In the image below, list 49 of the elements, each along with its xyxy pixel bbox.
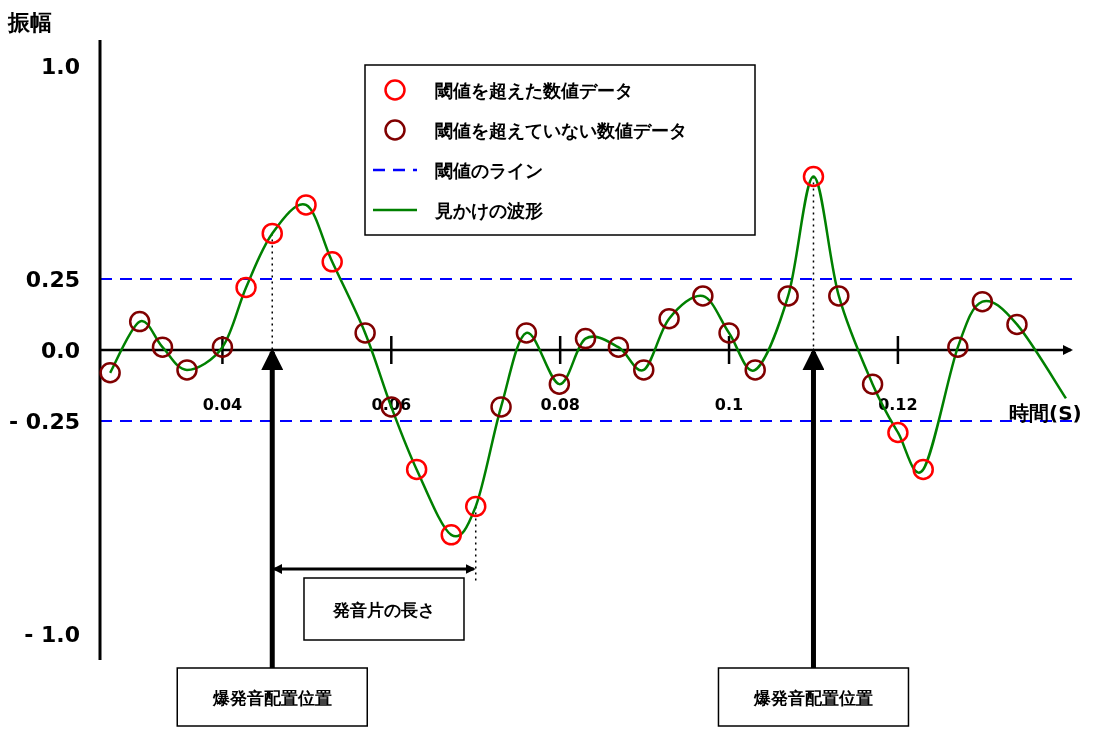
y-tick-label: 1.0 (41, 53, 80, 79)
point (99, 362, 121, 384)
point (321, 251, 343, 273)
x-tick-label: 0.1 (714, 395, 744, 414)
annotation: 発音片の長さ (331, 600, 435, 620)
point (574, 327, 597, 350)
y-tick-label: 0.25 (25, 266, 80, 292)
point (777, 285, 799, 307)
ref-line-label: 爆発音配置位置 (752, 688, 873, 708)
point (802, 165, 825, 188)
y-tick-label: 0.0 (41, 338, 80, 363)
legend-label: 閾値を超えていない数値データ (435, 120, 687, 141)
point (405, 458, 428, 481)
legend-label: 閾値のライン (435, 160, 543, 181)
point (211, 336, 234, 358)
x-tick-label: 0.08 (540, 395, 580, 414)
ref-line-label: 爆発音配置位置 (211, 688, 332, 708)
point (151, 336, 174, 358)
x-tick-label: 0.04 (202, 395, 243, 414)
point (744, 359, 766, 381)
x-axis-title: 時間(S) (1009, 401, 1082, 425)
y-axis-title: 振幅 (7, 10, 52, 35)
point (607, 336, 630, 358)
point (490, 396, 512, 418)
legend-label: 見かけの波形 (434, 200, 543, 221)
point (633, 359, 655, 381)
point (1006, 313, 1028, 336)
point (295, 194, 317, 216)
y-tick-label: - 1.0 (24, 622, 80, 648)
point (548, 373, 571, 395)
point (235, 276, 257, 299)
point (261, 222, 283, 245)
point (440, 524, 462, 546)
point (464, 495, 487, 518)
point (176, 359, 198, 381)
point (887, 421, 909, 444)
point (692, 285, 714, 307)
point (354, 322, 376, 344)
legend-label: 閾値を超えた数値データ (435, 80, 633, 101)
point (971, 290, 994, 313)
point (128, 310, 151, 333)
point (861, 373, 884, 395)
point (912, 458, 934, 481)
point (828, 285, 850, 307)
point (947, 336, 969, 358)
point (658, 307, 680, 330)
point (718, 322, 740, 344)
y-tick-label: - 0.25 (8, 409, 80, 435)
point (515, 322, 538, 344)
